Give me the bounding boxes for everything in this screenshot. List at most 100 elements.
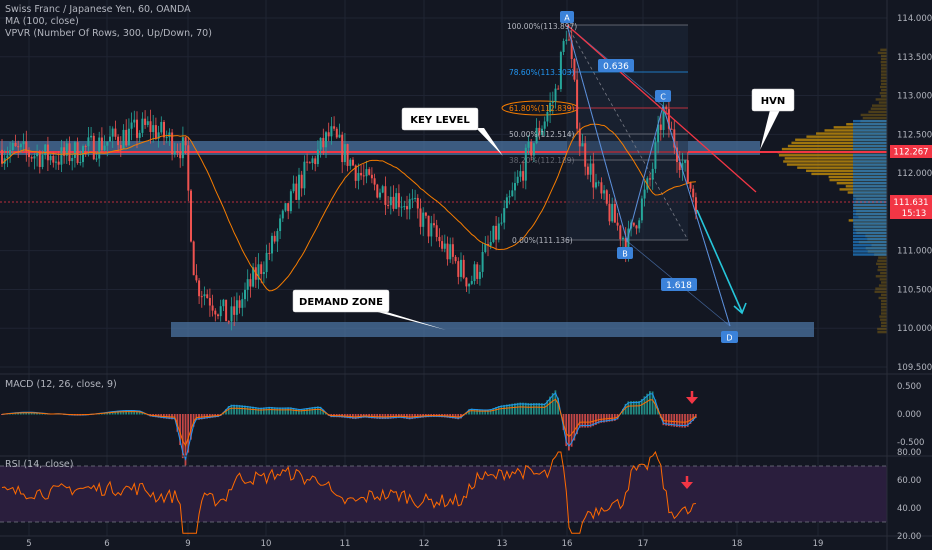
volume-profile-bar	[880, 271, 887, 275]
macd-tick-label: -0.500	[897, 438, 924, 448]
candle-body	[589, 163, 592, 175]
macd-histogram-bar	[686, 414, 689, 427]
macd-histogram-bar	[187, 414, 190, 453]
candle-body	[106, 141, 109, 146]
candle-body	[430, 223, 433, 237]
candle-body	[414, 197, 417, 199]
volume-profile-bar	[877, 259, 887, 262]
volume-profile-bar	[877, 51, 887, 55]
macd-histogram-bar	[565, 414, 568, 447]
candle-body	[52, 155, 55, 163]
candle-body	[327, 132, 330, 137]
macd-histogram-bar	[127, 410, 130, 415]
macd-tick-label: 0.000	[897, 410, 921, 420]
candle-body	[311, 158, 314, 164]
macd-histogram-bar	[500, 405, 503, 415]
candle-body	[586, 166, 589, 175]
candle-body	[73, 142, 76, 158]
candle-body	[473, 264, 476, 282]
candle-body	[508, 196, 511, 198]
candle-body	[484, 244, 487, 252]
candle-body	[235, 300, 238, 315]
candle-body	[157, 132, 160, 139]
candle-body	[651, 168, 654, 180]
candle-body	[19, 144, 22, 148]
candle-body	[300, 174, 303, 189]
rsi-tick-label: 60.00	[897, 476, 921, 486]
time-tick-label: 10	[261, 539, 272, 549]
candle-body	[681, 162, 684, 171]
candle-body	[619, 225, 622, 240]
candle-body	[640, 198, 643, 221]
candle-body	[468, 283, 471, 287]
macd-histogram-bar	[316, 406, 319, 415]
candle-body	[406, 206, 408, 210]
candle-body	[109, 136, 111, 142]
volume-profile-bar	[881, 281, 887, 284]
time-axis[interactable]: 5 6 9 10 11 12 13 16 17 18 19	[26, 539, 823, 549]
volume-profile-bar	[879, 92, 887, 95]
candle-body	[573, 58, 576, 80]
volume-profile-bar	[878, 256, 887, 259]
volume-profile-bar	[786, 163, 887, 166]
volume-profile-bar	[853, 157, 887, 160]
candle-body	[600, 182, 603, 194]
ma-legend[interactable]: MA (100, close)	[5, 16, 79, 27]
candle-body	[446, 243, 449, 260]
price-tick-label: 113.500	[897, 53, 932, 63]
candle-body	[127, 128, 130, 146]
badge-d: D	[721, 331, 738, 343]
candle-body	[557, 88, 560, 90]
candle-body	[686, 160, 689, 183]
candle-body	[570, 40, 573, 59]
macd-histogram-bar	[130, 410, 133, 415]
volume-profile-bar	[853, 250, 887, 253]
down-arrow-icon	[681, 476, 693, 489]
candle-body	[130, 122, 133, 129]
rsi-legend[interactable]: RSI (14, close)	[5, 459, 74, 470]
volume-profile-bar	[853, 247, 887, 250]
candle-body	[611, 203, 614, 222]
macd-histogram-bar	[478, 409, 481, 415]
volume-profile-bar	[797, 166, 887, 169]
candle-body	[36, 153, 39, 157]
candle-body	[465, 277, 468, 287]
volume-profile-bar	[868, 110, 887, 114]
macd-histogram-bar	[543, 403, 546, 415]
macd-histogram-bar	[527, 403, 530, 415]
volume-profile-bar	[853, 147, 887, 151]
volume-profile-bar	[784, 157, 887, 160]
candle-body	[303, 161, 306, 189]
candle-body	[492, 225, 495, 243]
volume-profile-bar	[853, 222, 887, 225]
symbol-legend[interactable]: Swiss Franc / Japanese Yen, 60, OANDA	[5, 4, 191, 15]
candle-body	[25, 141, 28, 152]
candle-body	[549, 102, 552, 112]
macd-histogram-bar	[281, 407, 284, 415]
candle-body	[33, 156, 36, 159]
volume-profile-bar	[853, 206, 887, 210]
volume-profile-bar	[878, 265, 887, 269]
volume-profile-bar	[880, 61, 887, 64]
macd-histogram-bar	[306, 407, 308, 415]
macd-legend[interactable]: MACD (12, 26, close, 9)	[5, 379, 117, 390]
time-tick-label: 6	[104, 539, 109, 549]
badge-a: A	[560, 11, 574, 23]
candle-body	[38, 153, 41, 167]
candle-body	[338, 134, 341, 138]
volume-profile-bar	[853, 123, 887, 126]
vpvr-legend[interactable]: VPVR (Number Of Rows, 300, Up/Down, 70)	[5, 28, 212, 39]
candle-body	[403, 206, 406, 208]
macd-histogram-bar	[257, 407, 260, 415]
candle-body	[692, 188, 695, 198]
macd-histogram-bar	[511, 403, 514, 415]
macd-histogram-bar	[1, 414, 3, 416]
candle-body	[622, 237, 624, 240]
macd-histogram-bar	[573, 414, 576, 441]
candle-body	[411, 198, 414, 200]
candle-body	[481, 251, 484, 272]
candle-body	[605, 190, 608, 204]
candle-body	[689, 182, 692, 189]
candle-body	[92, 135, 95, 160]
